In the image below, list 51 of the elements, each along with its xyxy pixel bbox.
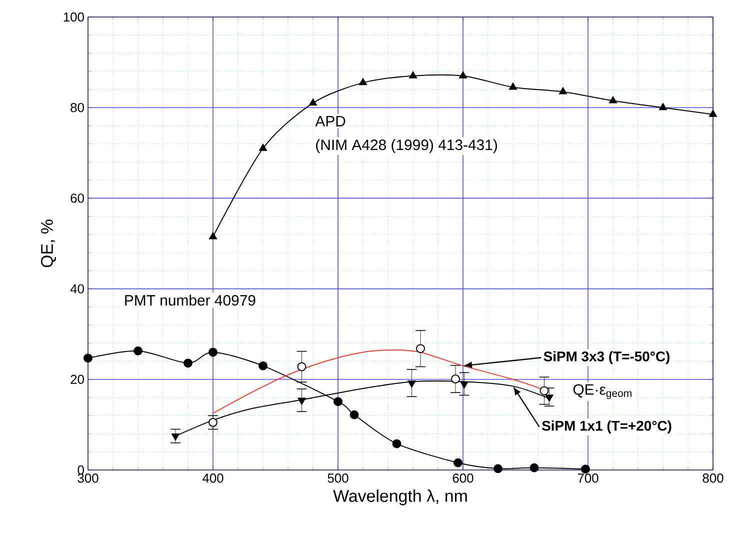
x-tick-label: 600: [452, 474, 474, 483]
point: [494, 464, 502, 474]
point: [451, 374, 460, 384]
point: [581, 464, 590, 474]
series-label: SiPM 3x3 (T=-50°C): [544, 351, 670, 364]
point: [297, 362, 306, 372]
x-tick-label: 300: [78, 474, 98, 483]
point: [459, 71, 467, 78]
y-tick-label: 100: [64, 12, 84, 22]
y-tick-label: 80: [70, 103, 84, 112]
point: [509, 82, 517, 90]
point: [298, 398, 306, 405]
point: [609, 96, 617, 104]
point: [392, 439, 402, 448]
point: [259, 144, 267, 151]
annotation: (NIM A428 (1999) 413-431): [316, 139, 497, 154]
y-tick-label: 20: [70, 374, 84, 384]
point: [208, 418, 218, 427]
point: [184, 358, 192, 368]
y-tick-label: 60: [70, 194, 84, 203]
x-tick-label: 700: [578, 474, 598, 483]
point: [545, 394, 554, 402]
point: [134, 346, 142, 356]
x-tick-label: 500: [328, 474, 348, 483]
point: [416, 344, 425, 354]
series-label: SiPM 1x1 (T=+20°C): [542, 420, 672, 434]
point: [84, 354, 92, 363]
point: [709, 110, 717, 117]
point: [659, 103, 667, 110]
point: [460, 381, 468, 388]
point: [208, 348, 218, 357]
y-axis-title: QE, %: [41, 220, 56, 268]
x-tick-label: 800: [702, 474, 724, 483]
annotation: QE·ε$_{geom}$: [573, 384, 632, 400]
point: [258, 361, 268, 370]
x-axis-title: Wavelength λ, nm: [333, 490, 467, 506]
point: [408, 380, 416, 388]
point: [309, 98, 317, 106]
annotation: PMT number 40979: [125, 294, 256, 306]
annotation: APD: [315, 116, 346, 126]
point: [350, 410, 359, 420]
point: [334, 397, 342, 406]
point: [409, 71, 417, 78]
point: [172, 434, 180, 441]
point: [559, 87, 567, 94]
x-tick-label: 400: [202, 474, 224, 483]
point: [209, 232, 217, 240]
point: [359, 78, 367, 86]
point: [530, 463, 539, 472]
point: [454, 458, 462, 468]
y-tick-label: 40: [70, 284, 84, 294]
